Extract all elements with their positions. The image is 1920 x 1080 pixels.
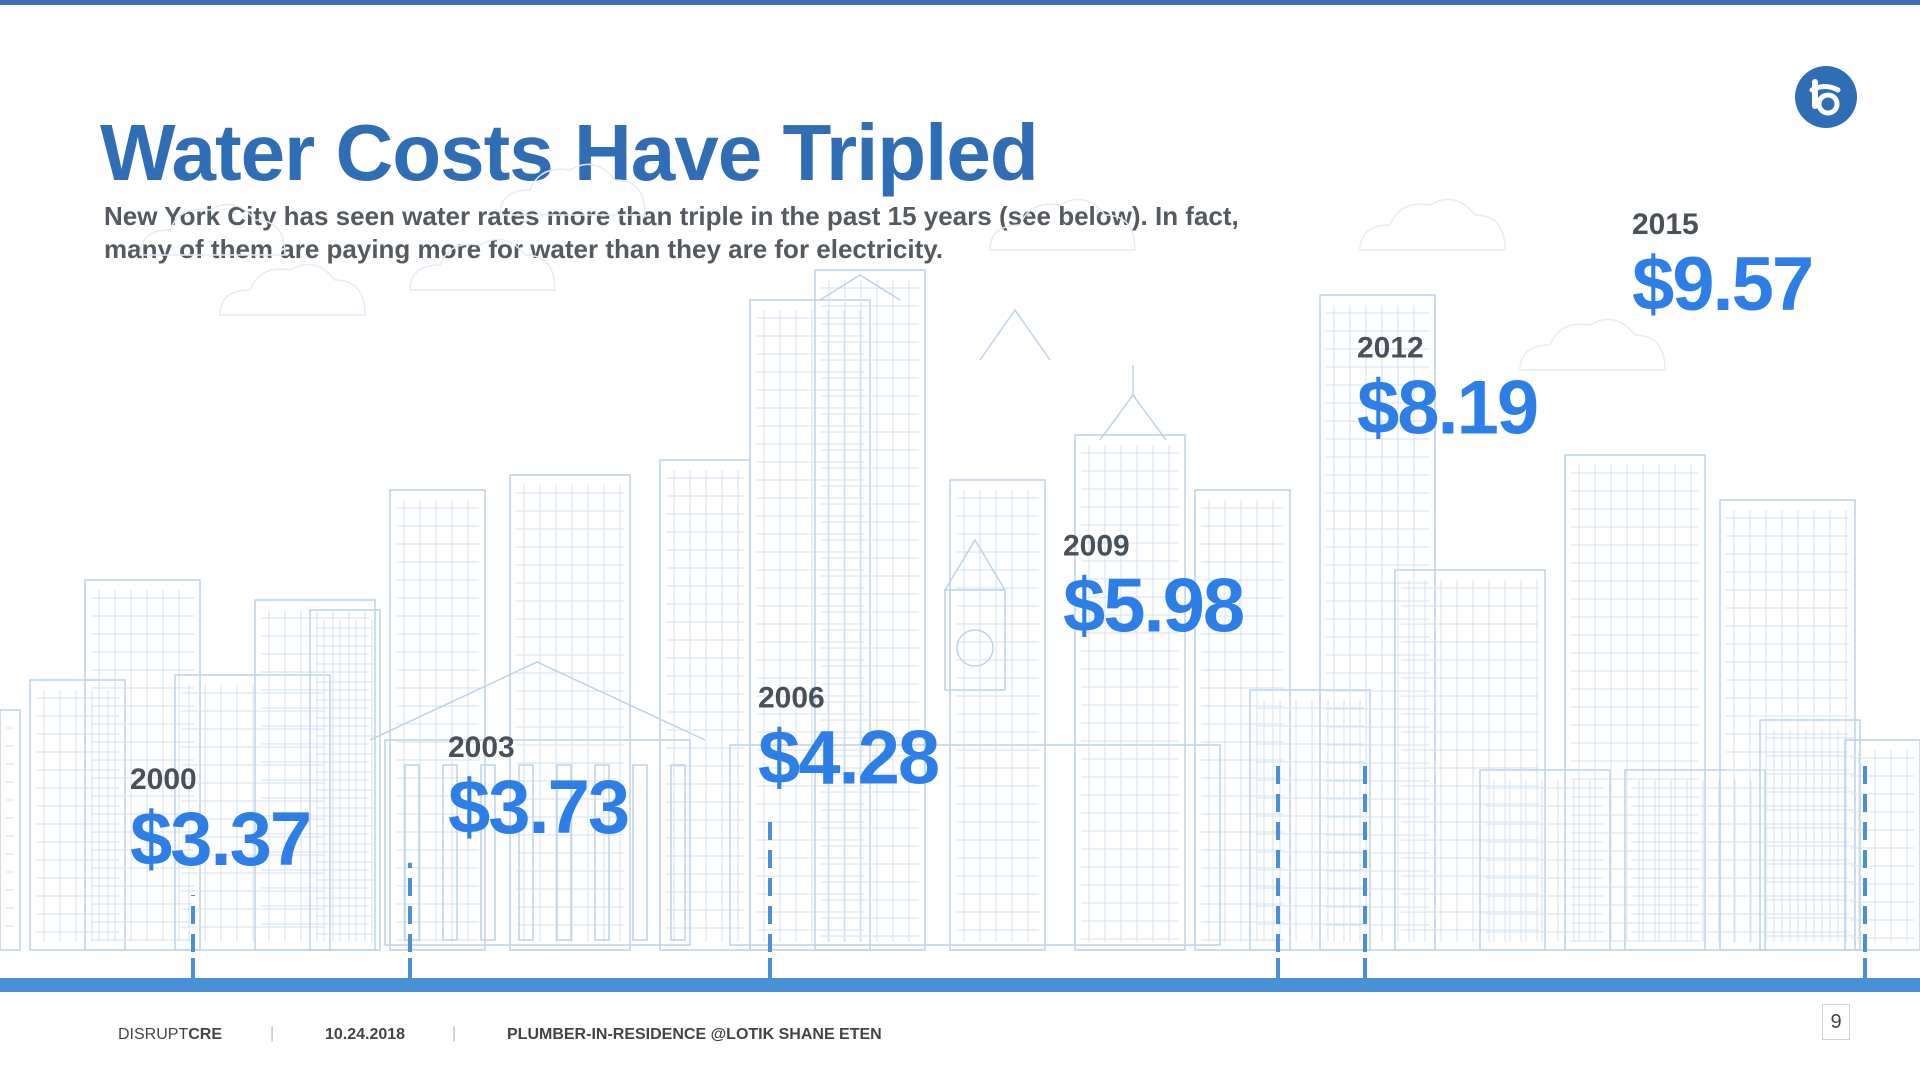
value-label-2015: $9.57: [1632, 242, 1812, 327]
value-labels: 2000$3.37 2003$3.73 2006$4.28 2009$5.98 2012…: [130, 208, 1814, 882]
value-label-2000: $3.37: [130, 797, 310, 882]
value-label-2003: $3.73: [448, 765, 628, 850]
year-label-2009: 2009: [1063, 529, 1130, 562]
page-number: 9: [1822, 1004, 1850, 1040]
year-label-2012: 2012: [1357, 332, 1424, 365]
timeline-baseline: [0, 978, 1920, 992]
footer-separator: |: [452, 1025, 457, 1042]
year-label-2000: 2000: [130, 763, 197, 796]
lotik-logo-icon: [1795, 66, 1857, 128]
footer-brand-light: DISRUPT: [118, 1026, 189, 1043]
footer-date: 10.24.2018: [325, 1026, 406, 1043]
top-accent-bar: [0, 0, 1920, 5]
year-label-2015: 2015: [1632, 208, 1699, 241]
skyline-chart: 2000$3.37 2003$3.73 2006$4.28 2009$5.98 2012…: [0, 163, 1920, 980]
page-subtitle: New York City has seen water rates more …: [104, 201, 1239, 264]
page-title: Water Costs Have Tripled: [100, 108, 1039, 197]
value-label-2009: $5.98: [1063, 563, 1243, 648]
skyline-background: [0, 163, 1920, 951]
value-label-2006: $4.28: [758, 716, 938, 801]
value-stems: [191, 760, 1867, 980]
year-label-2003: 2003: [448, 731, 515, 764]
year-label-2006: 2006: [758, 682, 825, 715]
footer-brand-bold: CRE: [188, 1026, 223, 1043]
value-label-2012: $8.19: [1357, 366, 1537, 451]
footer-presenter: PLUMBER-IN-RESIDENCE @LOTIK SHANE ETEN: [507, 1026, 882, 1043]
footer-separator: |: [270, 1025, 275, 1042]
footer-brand: DISRUPTCRE: [118, 1025, 222, 1045]
